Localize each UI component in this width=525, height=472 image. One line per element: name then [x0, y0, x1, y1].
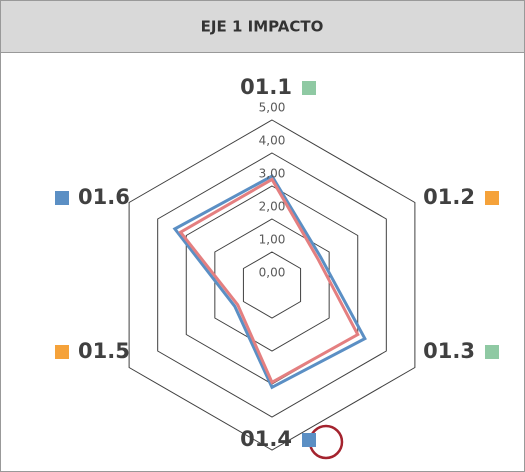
grid-ring [242, 251, 302, 319]
category-label: 01.6 [78, 185, 130, 209]
category-marker [302, 81, 316, 95]
y-tick-label: 2,00 [259, 200, 286, 214]
y-tick-label: 3,00 [259, 167, 286, 181]
plot [172, 174, 367, 390]
grid-ring [214, 218, 330, 352]
y-tick-label: 1,00 [259, 233, 286, 247]
y-tick-label: 4,00 [259, 134, 286, 148]
grid-ring [157, 152, 387, 418]
category-marker [302, 433, 316, 447]
series-line [178, 177, 360, 385]
category-label: 01.2 [423, 185, 475, 209]
header [0, 0, 525, 53]
y-tick-label: 0,00 [259, 266, 286, 280]
category-marker [485, 191, 499, 205]
y-tick-label: 5,00 [259, 101, 286, 115]
category-label: 01.1 [240, 75, 292, 99]
category-label: 01.4 [240, 427, 292, 451]
category-label: 01.3 [423, 339, 475, 363]
category-marker [55, 345, 69, 359]
chart-title: EJE 1 IMPACTO [201, 18, 324, 36]
series-line [172, 174, 367, 390]
grid-ring [128, 119, 416, 451]
category-marker [55, 191, 69, 205]
category-label: 01.5 [78, 339, 130, 363]
category-marker [485, 345, 499, 359]
